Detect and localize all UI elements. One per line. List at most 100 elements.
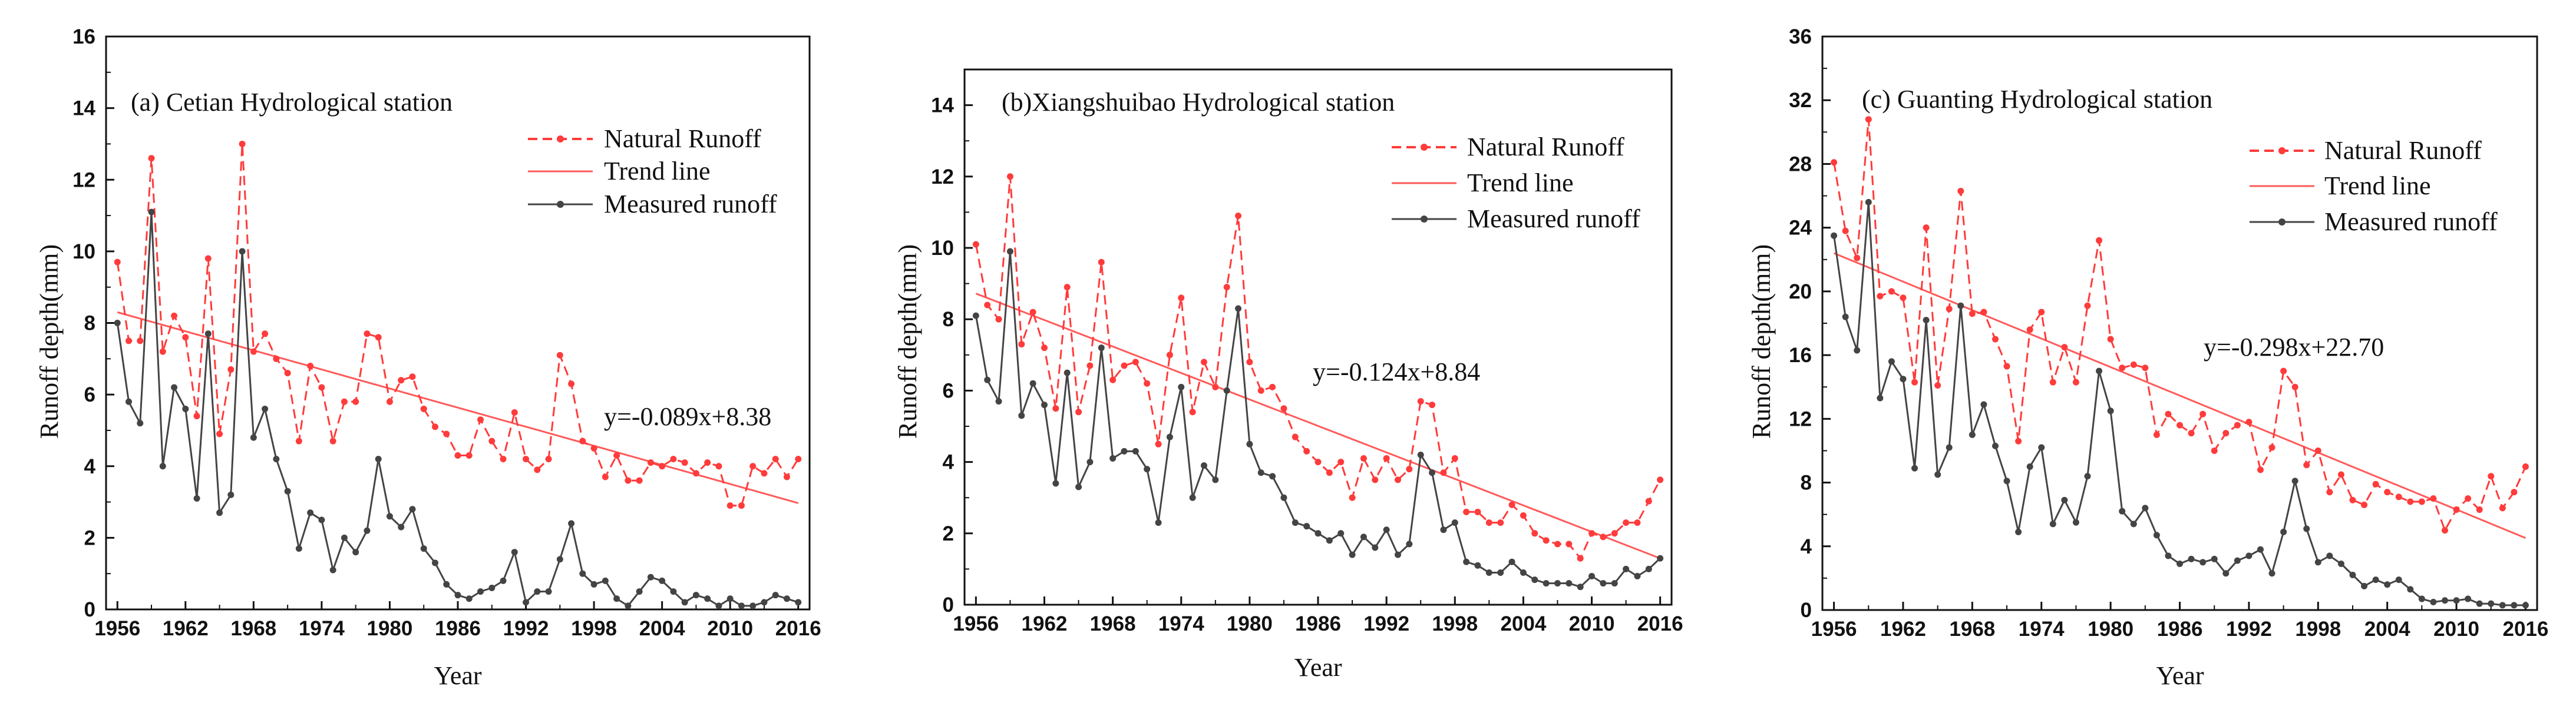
measured-runoff-point bbox=[761, 599, 768, 606]
measured-runoff-point bbox=[1166, 433, 1173, 440]
natural-runoff-point bbox=[1980, 309, 1987, 316]
x-tick-label: 1980 bbox=[2088, 618, 2134, 641]
measured-runoff-point bbox=[1303, 523, 1310, 530]
measured-runoff-point bbox=[2314, 559, 2321, 566]
natural-runoff-point bbox=[409, 373, 416, 380]
natural-runoff-point bbox=[972, 241, 979, 248]
natural-runoff-point bbox=[2418, 498, 2425, 505]
natural-runoff-point bbox=[2107, 336, 2114, 343]
measured-runoff-point bbox=[1132, 448, 1139, 455]
y-tick-label: 8 bbox=[84, 312, 95, 335]
natural-runoff-point bbox=[1877, 293, 1884, 300]
measured-runoff-point bbox=[465, 595, 473, 602]
measured-runoff-point bbox=[1178, 383, 1185, 390]
series-measured-runoff bbox=[972, 248, 1664, 591]
natural-runoff-point bbox=[783, 473, 790, 480]
natural-runoff-point bbox=[590, 445, 597, 452]
y-tick-label: 8 bbox=[943, 308, 954, 331]
measured-runoff-point bbox=[556, 556, 563, 563]
y-tick-label: 10 bbox=[931, 237, 954, 260]
measured-runoff-point bbox=[227, 491, 235, 498]
legend: Natural Runoff Trend line Measured runof… bbox=[528, 124, 777, 218]
natural-runoff-point bbox=[126, 337, 133, 344]
measured-runoff-point bbox=[1246, 440, 1253, 448]
natural-runoff-point bbox=[1383, 455, 1390, 462]
measured-runoff-point bbox=[738, 602, 745, 609]
natural-runoff-point bbox=[681, 459, 688, 466]
measured-runoff-point bbox=[1645, 565, 1652, 572]
natural-runoff-point bbox=[1417, 398, 1424, 405]
x-tick-label: 1998 bbox=[571, 617, 617, 640]
natural-runoff-point bbox=[2199, 410, 2207, 417]
x-tick-label: 1956 bbox=[1811, 618, 1857, 641]
measured-runoff-point bbox=[1417, 451, 1424, 458]
x-tick-label: 1968 bbox=[1090, 612, 1136, 635]
measured-runoff-line bbox=[1833, 201, 2526, 606]
natural-runoff-point bbox=[2130, 361, 2137, 368]
natural-runoff-point bbox=[659, 463, 666, 470]
panel-title: (a) Cetian Hydrological station bbox=[131, 88, 453, 117]
natural-runoff-point bbox=[2337, 471, 2344, 478]
natural-runoff-point bbox=[2430, 495, 2437, 502]
measured-runoff-point bbox=[1372, 544, 1379, 551]
measured-runoff-point bbox=[1121, 448, 1128, 455]
measured-runoff-point bbox=[1052, 480, 1059, 487]
measured-runoff-point bbox=[984, 376, 991, 383]
x-tick-label: 2016 bbox=[775, 617, 821, 640]
legend-trend-label: Trend line bbox=[1467, 168, 1574, 197]
measured-runoff-point bbox=[2372, 576, 2379, 584]
natural-runoff-point bbox=[329, 437, 336, 445]
series-natural-runoff bbox=[972, 173, 1664, 562]
y-tick-label: 8 bbox=[1801, 472, 1812, 495]
natural-runoff-point bbox=[1923, 224, 1930, 231]
measured-runoff-point bbox=[2177, 561, 2183, 568]
y-tick-label: 6 bbox=[943, 379, 954, 402]
natural-runoff-point bbox=[1463, 508, 1470, 515]
y-tick-label: 14 bbox=[931, 94, 954, 117]
measured-runoff-point bbox=[1269, 473, 1276, 480]
natural-runoff-point bbox=[2291, 383, 2298, 390]
panel-a-cetian: Runoff depth(mm) Year (a) Cetian Hydrolo… bbox=[35, 25, 821, 690]
measured-runoff-point bbox=[2291, 478, 2298, 485]
x-tick-label: 2016 bbox=[1637, 612, 1683, 635]
natural-runoff-point bbox=[477, 416, 484, 423]
measured-runoff-point bbox=[749, 602, 757, 609]
x-tick-label: 1968 bbox=[230, 617, 276, 640]
x-tick-label: 2010 bbox=[2433, 618, 2479, 641]
y-tick-label: 6 bbox=[84, 383, 95, 406]
measured-runoff-point bbox=[1485, 569, 1492, 576]
natural-runoff-point bbox=[795, 456, 802, 463]
measured-runoff-point bbox=[1497, 569, 1504, 576]
natural-runoff-point bbox=[2372, 480, 2379, 488]
x-tick-label: 1956 bbox=[94, 617, 140, 640]
measured-runoff-point bbox=[1934, 471, 1941, 478]
natural-runoff-point bbox=[1257, 387, 1264, 394]
measured-runoff-point bbox=[1257, 469, 1264, 476]
y-axis-title: Runoff depth(mm) bbox=[35, 244, 64, 439]
measured-runoff-point bbox=[1865, 198, 1872, 205]
natural-runoff-point bbox=[1360, 455, 1367, 462]
natural-runoff-point bbox=[1440, 469, 1447, 476]
natural-runoff-point bbox=[193, 413, 200, 420]
natural-runoff-point bbox=[2326, 489, 2333, 496]
legend-trend-label: Trend line bbox=[604, 157, 711, 185]
measured-runoff-point bbox=[1474, 562, 1481, 569]
measured-runoff-point bbox=[1086, 459, 1094, 466]
measured-runoff-point bbox=[2488, 600, 2495, 607]
natural-runoff-point bbox=[352, 398, 359, 405]
natural-runoff-point bbox=[1934, 382, 1941, 389]
natural-runoff-point bbox=[431, 423, 438, 430]
natural-runoff-point bbox=[204, 255, 212, 262]
measured-runoff-point bbox=[318, 516, 325, 523]
y-axis-title: Runoff depth(mm) bbox=[893, 244, 922, 439]
natural-runoff-point bbox=[1132, 359, 1139, 366]
measured-runoff-point bbox=[262, 405, 269, 412]
measured-runoff-point bbox=[1064, 369, 1071, 376]
measured-runoff-point bbox=[2222, 570, 2230, 577]
natural-runoff-point bbox=[262, 330, 269, 337]
measured-runoff-point bbox=[2142, 505, 2149, 512]
natural-runoff-point bbox=[386, 398, 393, 405]
measured-runoff-point bbox=[1992, 442, 1999, 449]
measured-runoff-point bbox=[2257, 546, 2264, 553]
legend-measured-label: Measured runoff bbox=[604, 190, 777, 218]
